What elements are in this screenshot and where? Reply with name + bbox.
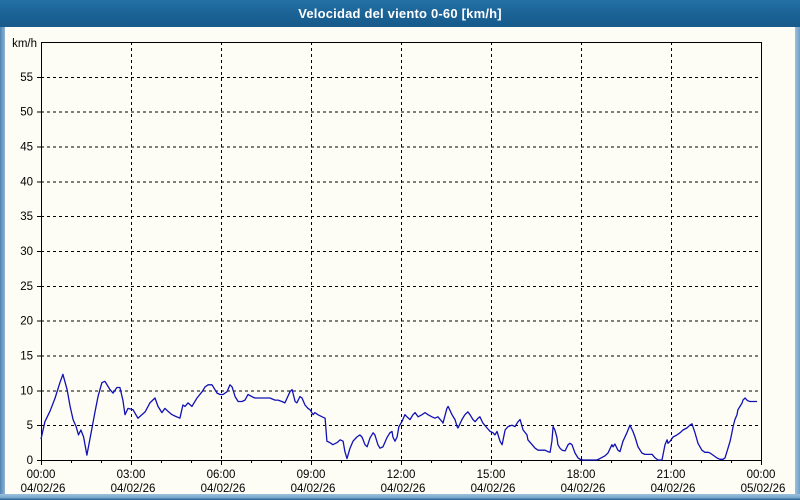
wind-speed-line [40, 373, 758, 461]
svg-text:15: 15 [20, 351, 33, 363]
x-tick-time: 21:00 [657, 469, 686, 481]
axis-ticks [37, 76, 762, 465]
x-tick-time: 18:00 [567, 469, 596, 481]
x-tick-date: 04/02/26 [471, 483, 516, 495]
x-axis-labels: 00:00 04/02/26 03:00 04/02/26 06:00 04/02/26 0… [21, 469, 786, 495]
svg-text:25: 25 [20, 281, 33, 293]
grid-lines [41, 42, 761, 460]
x-tick-date: 05/02/26 [741, 483, 786, 495]
x-tick-date: 04/02/26 [111, 483, 156, 495]
plot-frame [41, 42, 762, 461]
svg-text:20: 20 [20, 316, 33, 328]
x-tick-date: 04/02/26 [651, 483, 696, 495]
svg-text:50: 50 [20, 107, 33, 119]
svg-text:0: 0 [27, 455, 33, 467]
svg-text:55: 55 [20, 72, 33, 84]
svg-text:10: 10 [20, 385, 33, 397]
x-tick-time: 00:00 [747, 469, 776, 481]
x-tick-time: 06:00 [207, 469, 236, 481]
x-tick-date: 04/02/26 [201, 483, 246, 495]
x-tick-date: 04/02/26 [561, 483, 606, 495]
y-axis-unit-label: km/h [12, 38, 37, 50]
svg-text:30: 30 [20, 246, 33, 258]
x-tick-time: 15:00 [477, 469, 506, 481]
x-tick-date: 04/02/26 [21, 483, 66, 495]
svg-text:35: 35 [20, 211, 33, 223]
x-tick-date: 04/02/26 [381, 483, 426, 495]
window-border-bottom [0, 494, 800, 500]
x-tick-time: 12:00 [387, 469, 416, 481]
window-border-right [795, 27, 800, 500]
chart-title: Velocidad del viento 0-60 [km/h] [0, 0, 800, 27]
y-axis-labels: 0 5 10 15 20 25 30 35 40 45 50 55 [20, 72, 33, 467]
x-tick-date: 04/02/26 [291, 483, 336, 495]
x-tick-time: 09:00 [297, 469, 326, 481]
svg-text:40: 40 [20, 176, 33, 188]
svg-text:5: 5 [27, 420, 33, 432]
x-tick-time: 03:00 [117, 469, 146, 481]
x-tick-time: 00:00 [27, 469, 56, 481]
svg-text:45: 45 [20, 142, 33, 154]
window-border-left [0, 27, 5, 500]
